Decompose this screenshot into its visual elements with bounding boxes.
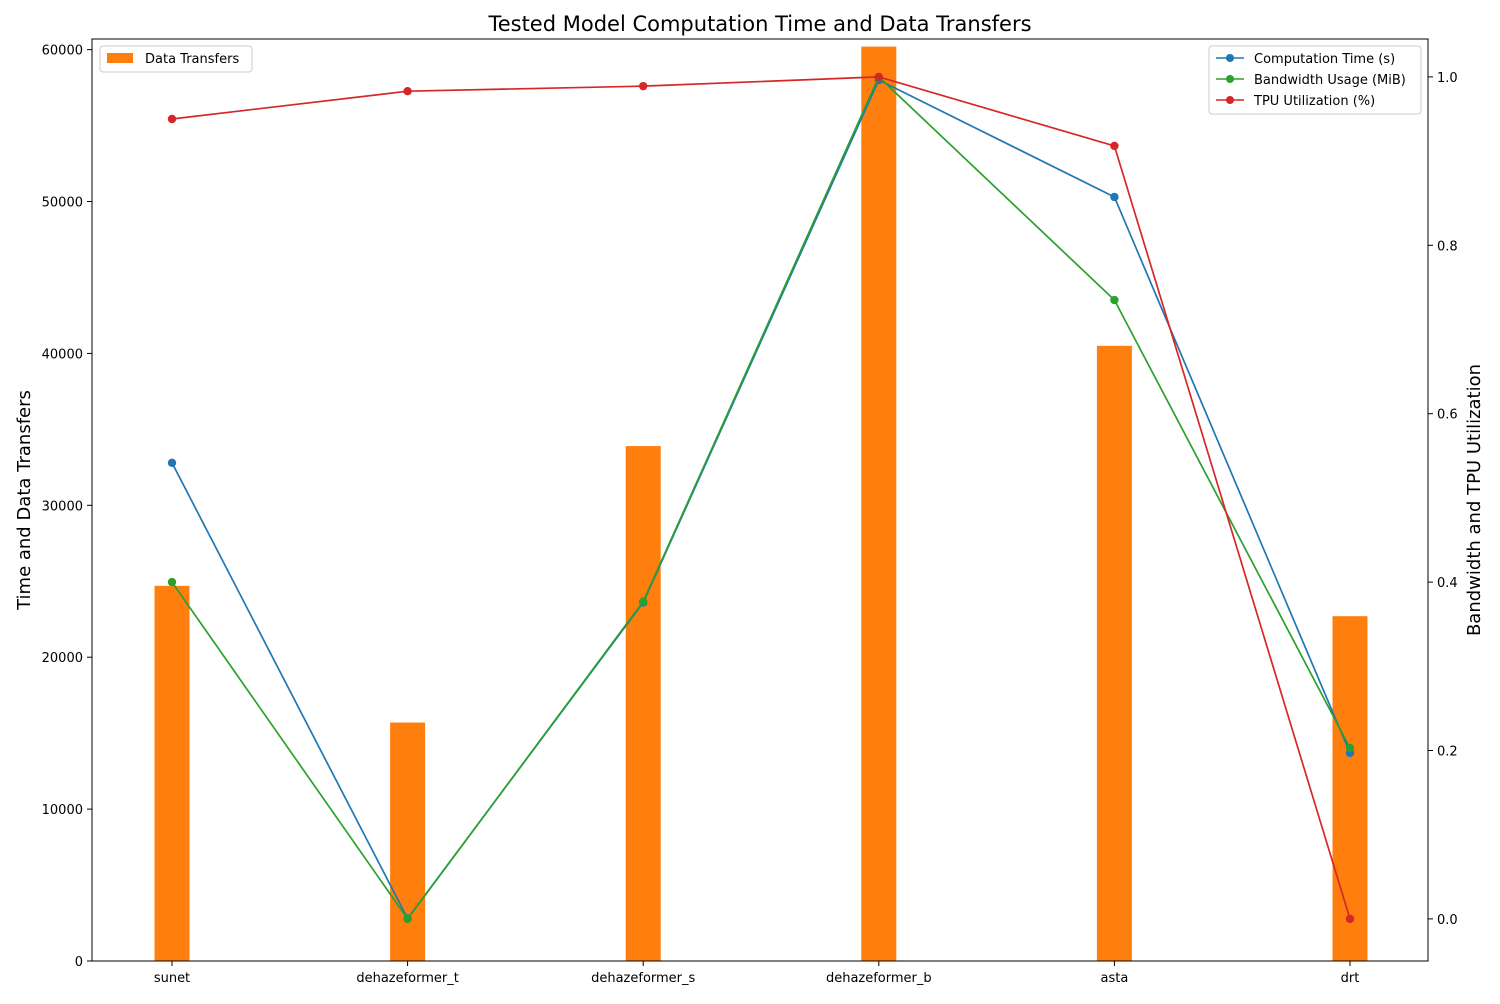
legend-left-box [99,45,253,73]
point-computation-time-s-asta [1110,192,1119,202]
legend-label-tpu-utilization: TPU Utilization (%) [1253,94,1375,109]
point-tpu-utilization-dehazeformer-t [403,87,412,96]
x-tick-label-sunet: sunet [154,971,190,986]
line-tpu-utilization [171,76,1351,920]
x-tick-label-drt: drt [1341,971,1360,986]
bar-dehazeformer-t [390,722,426,961]
point-tpu-utilization-dehazeformer-b [874,72,883,82]
legend-label-computation-time: Computation Time (s) [1254,52,1395,67]
line-bandwidth-usage-mib [171,75,1351,921]
y2-tick-label-0-4: 0.4 [1437,576,1458,591]
point-tpu-utilization-dehazeformer-s [639,81,648,91]
bar-sunet [154,585,190,961]
y2-tick-label-1-0: 1.0 [1437,71,1458,86]
y-tick-label-30000: 30000 [42,499,83,514]
point-tpu-utilization-drt [1345,914,1355,924]
bar-drt [1332,616,1368,961]
legend-marker-computation-time [1226,54,1234,62]
y-tick-label-40000: 40000 [42,347,83,362]
point-computation-time-s-sunet [167,458,177,467]
line-computation-time-s [171,78,1351,921]
plot-frame [91,38,1429,962]
y-tick-label-50000: 50000 [42,196,83,211]
point-bandwidth-usage-mib-dehazeformer-s [639,597,648,606]
point-tpu-utilization-asta [1110,141,1119,151]
legend-left: Data Transfers [99,45,253,73]
y2-tick-label-0-0: 0.0 [1437,913,1458,928]
y2-tick-label-0-2: 0.2 [1437,744,1458,759]
bars-layer [154,46,1368,962]
point-bandwidth-usage-mib-asta [1110,295,1119,305]
x-tick-label-dehazeformer-t: dehazeformer_t [356,971,459,986]
y2-tick-label-0-6: 0.6 [1437,408,1458,423]
chart-title: Tested Model Computation Time and Data T… [487,12,1031,36]
x-tick-label-dehazeformer-s: dehazeformer_s [591,971,695,986]
bar-asta [1096,345,1132,961]
y2-tick-label-0-8: 0.8 [1437,239,1458,254]
legend-marker-bandwidth-usage [1226,75,1234,83]
legend-marker-tpu-utilization [1226,96,1234,104]
y-tick-label-60000: 60000 [42,44,83,59]
bar-dehazeformer-b [861,46,897,961]
point-bandwidth-usage-mib-sunet [167,577,177,587]
legend-swatch-data-transfers [107,53,133,63]
x-axis: sunet dehazeformer_t dehazeformer_s dehazef… [154,961,1360,986]
y-axis-label-left: Time and Data Transfers [14,390,35,611]
lines-layer [167,72,1355,924]
point-bandwidth-usage-mib-dehazeformer-t [403,914,412,924]
y-axis-left: 0 10000 20000 30000 40000 50000 60000 [42,44,92,970]
legend-right-box [1208,45,1422,115]
y-tick-label-20000: 20000 [42,651,83,666]
y-axis-right: 0.0 0.2 0.4 0.6 0.8 1.0 [1428,71,1458,928]
y-axis-label-right: Bandwidth and TPU Utilization [1464,364,1485,636]
legend-label-bandwidth-usage: Bandwidth Usage (MiB) [1254,73,1406,88]
x-tick-label-dehazeformer-b: dehazeformer_b [826,971,932,986]
x-tick-label-asta: asta [1100,971,1128,986]
bar-dehazeformer-s [625,446,661,962]
legend-label-data-transfers: Data Transfers [145,52,239,67]
point-tpu-utilization-sunet [167,114,177,124]
y-tick-label-10000: 10000 [42,803,83,818]
legend-right: Computation Time (s) Bandwidth Usage (Mi… [1208,45,1422,115]
y-tick-label-0: 0 [75,955,83,970]
point-bandwidth-usage-mib-drt [1345,743,1355,753]
